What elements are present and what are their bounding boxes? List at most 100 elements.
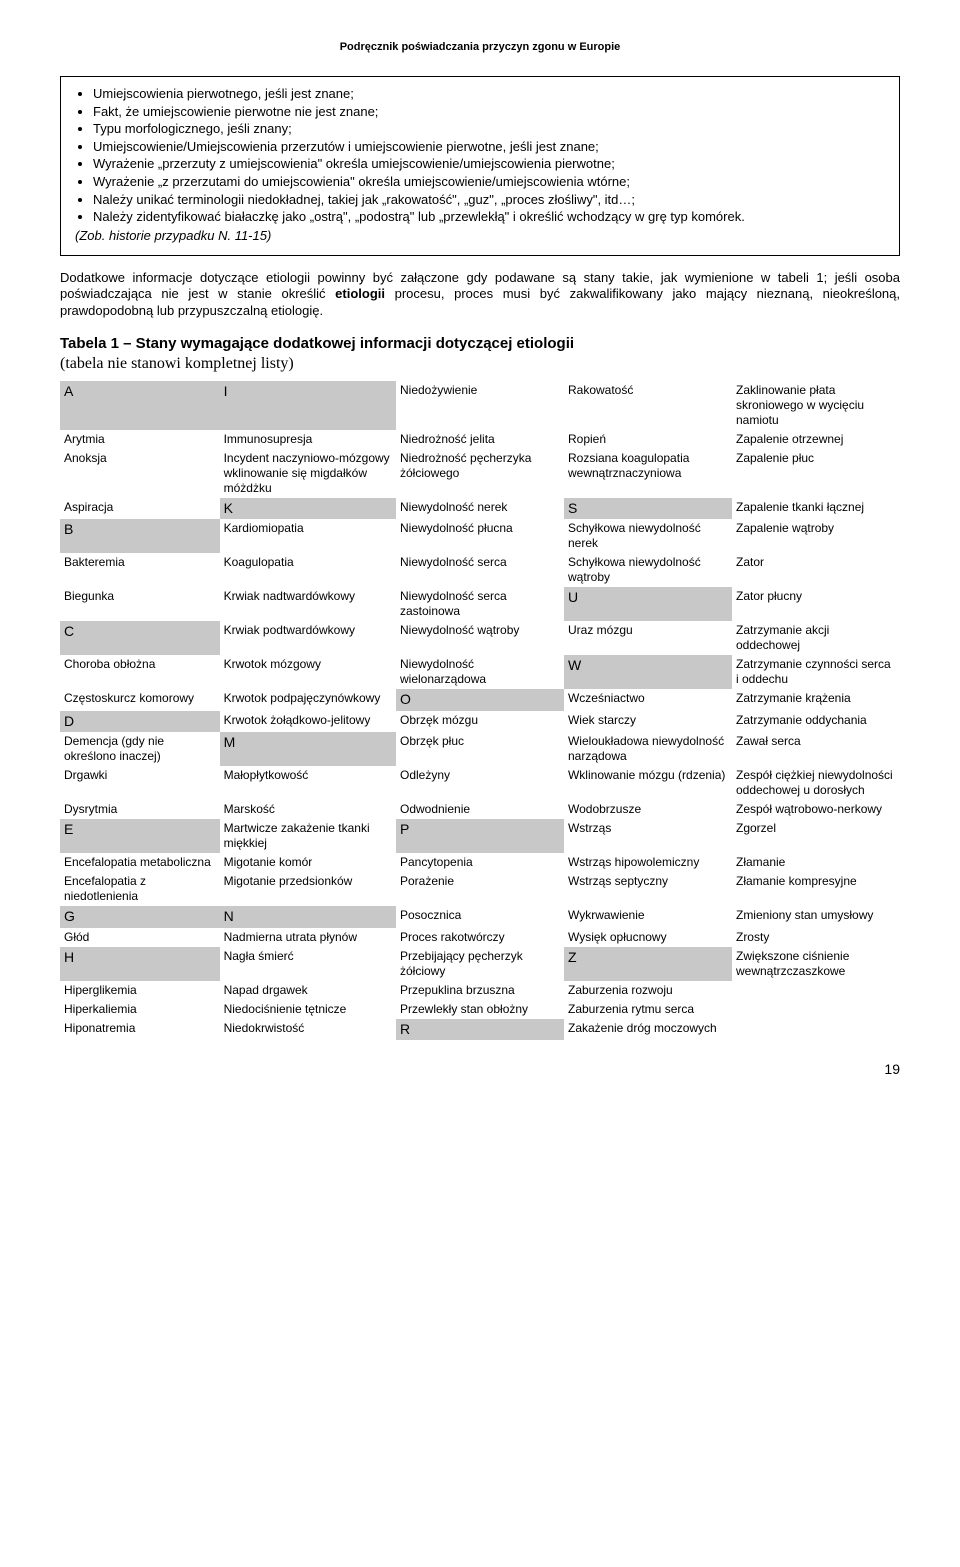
- table-cell: B: [60, 519, 220, 553]
- table-cell: Immunosupresja: [220, 430, 396, 449]
- table-row: DysrytmiaMarskośćOdwodnienieWodobrzuszeZ…: [60, 800, 900, 819]
- table-cell: Niewydolność serca zastoinowa: [396, 587, 564, 621]
- table-cell: Zespół ciężkiej niewydolności oddechowej…: [732, 766, 900, 800]
- table-row: HiperkaliemiaNiedociśnienie tętniczePrze…: [60, 1000, 900, 1019]
- table-row: DKrwotok żołądkowo-jelitowyObrzęk mózguW…: [60, 711, 900, 733]
- table-cell: G: [60, 906, 220, 928]
- note-suffix: ): [267, 228, 271, 243]
- table-cell: Wklinowanie mózgu (rdzenia): [564, 766, 732, 800]
- table-cell: Dysrytmia: [60, 800, 220, 819]
- table-row: AINiedożywienieRakowatośćZaklinowanie pł…: [60, 381, 900, 430]
- table-cell: U: [564, 587, 732, 621]
- table-cell: Drgawki: [60, 766, 220, 800]
- table-cell: Hiponatremia: [60, 1019, 220, 1041]
- table-cell: Migotanie komór: [220, 853, 396, 872]
- table-cell: Zaburzenia rytmu serca: [564, 1000, 732, 1019]
- table-cell: Encefalopatia metaboliczna: [60, 853, 220, 872]
- table-cell: Zatrzymanie czynności serca i oddechu: [732, 655, 900, 689]
- table-cell: Częstoskurcz komorowy: [60, 689, 220, 711]
- table-cell: Incydent naczyniowo-mózgowy wklinowanie …: [220, 449, 396, 498]
- table-row: CKrwiak podtwardówkowyNiewydolność wątro…: [60, 621, 900, 655]
- table-cell: Napad drgawek: [220, 981, 396, 1000]
- bullet-item: Wyrażenie „z przerzutami do umiejscowien…: [93, 173, 885, 191]
- table-cell: Z: [564, 947, 732, 981]
- table-cell: Krwotok podpajęczynówkowy: [220, 689, 396, 711]
- table-row: ArytmiaImmunosupresjaNiedrożność jelitaR…: [60, 430, 900, 449]
- table-cell: Krwotok mózgowy: [220, 655, 396, 689]
- table-cell: S: [564, 498, 732, 520]
- table-cell: Krwotok żołądkowo-jelitowy: [220, 711, 396, 733]
- table-cell: Krwiak nadtwardówkowy: [220, 587, 396, 621]
- table-row: HNagła śmierćPrzebijający pęcherzyk żółc…: [60, 947, 900, 981]
- bullet-item: Umiejscowienie/Umiejscowienia przerzutów…: [93, 138, 885, 156]
- table-cell: [732, 1000, 900, 1019]
- table-title: Tabela 1 – Stany wymagające dodatkowej i…: [60, 334, 900, 354]
- table-cell: K: [220, 498, 396, 520]
- table-cell: Zapalenie wątroby: [732, 519, 900, 553]
- table-cell: Zgorzel: [732, 819, 900, 853]
- bullet-item: Typu morfologicznego, jeśli znany;: [93, 120, 885, 138]
- table-cell: Złamanie kompresyjne: [732, 872, 900, 906]
- table-cell: Zatrzymanie oddychania: [732, 711, 900, 733]
- table-cell: Zakażenie dróg moczowych: [564, 1019, 732, 1041]
- table-cell: Zawał serca: [732, 732, 900, 766]
- table-cell: Zapalenie tkanki łącznej: [732, 498, 900, 520]
- table-row: Choroba obłożnaKrwotok mózgowyNiewydolno…: [60, 655, 900, 689]
- table-cell: I: [220, 381, 396, 430]
- table-cell: W: [564, 655, 732, 689]
- table-cell: Nadmierna utrata płynów: [220, 928, 396, 947]
- page-header: Podręcznik poświadczania przyczyn zgonu …: [60, 40, 900, 54]
- table-cell: Zator: [732, 553, 900, 587]
- table-cell: Porażenie: [396, 872, 564, 906]
- table-row: AspiracjaKNiewydolność nerekSZapalenie t…: [60, 498, 900, 520]
- table-cell: Niewydolność serca: [396, 553, 564, 587]
- table-cell: Zator płucny: [732, 587, 900, 621]
- table-cell: Choroba obłożna: [60, 655, 220, 689]
- table-cell: Biegunka: [60, 587, 220, 621]
- table-cell: Przewlekły stan obłożny: [396, 1000, 564, 1019]
- table-row: HiperglikemiaNapad drgawekPrzepuklina br…: [60, 981, 900, 1000]
- bullet-item: Wyrażenie „przerzuty z umiejscowienia" o…: [93, 155, 885, 173]
- table-cell: Przepuklina brzuszna: [396, 981, 564, 1000]
- table-cell: Zespół wątrobowo-nerkowy: [732, 800, 900, 819]
- table-cell: Zapalenie otrzewnej: [732, 430, 900, 449]
- table-row: GNPosocznicaWykrwawienieZmieniony stan u…: [60, 906, 900, 928]
- table-cell: E: [60, 819, 220, 853]
- table-row: BKardiomiopatiaNiewydolność płucnaSchyłk…: [60, 519, 900, 553]
- table-cell: Niedokrwistość: [220, 1019, 396, 1041]
- table-cell: Hiperglikemia: [60, 981, 220, 1000]
- table-cell: Niewydolność wielonarządowa: [396, 655, 564, 689]
- table-cell: N: [220, 906, 396, 928]
- table-cell: Uraz mózgu: [564, 621, 732, 655]
- table-cell: Głód: [60, 928, 220, 947]
- table-cell: R: [396, 1019, 564, 1041]
- table-cell: D: [60, 711, 220, 733]
- table-cell: Marskość: [220, 800, 396, 819]
- table-cell: Posocznica: [396, 906, 564, 928]
- table-row: Encefalopatia z niedotlenieniaMigotanie …: [60, 872, 900, 906]
- table-row: EMartwicze zakażenie tkanki miękkiejPWst…: [60, 819, 900, 853]
- table-cell: Martwicze zakażenie tkanki miękkiej: [220, 819, 396, 853]
- table-cell: Obrzęk mózgu: [396, 711, 564, 733]
- table-row: DrgawkiMałopłytkowośćOdleżynyWklinowanie…: [60, 766, 900, 800]
- table-row: BiegunkaKrwiak nadtwardówkowyNiewydolnoś…: [60, 587, 900, 621]
- intro-paragraph: Dodatkowe informacje dotyczące etiologii…: [60, 270, 900, 321]
- table-cell: Niewydolność nerek: [396, 498, 564, 520]
- table-cell: Obrzęk płuc: [396, 732, 564, 766]
- bullet-item: Należy unikać terminologii niedokładnej,…: [93, 191, 885, 209]
- table-cell: M: [220, 732, 396, 766]
- table-cell: Niewydolność płucna: [396, 519, 564, 553]
- table-cell: Wiek starczy: [564, 711, 732, 733]
- table-cell: Zrosty: [732, 928, 900, 947]
- table-cell: Zatrzymanie krążenia: [732, 689, 900, 711]
- para-bold: etiologii: [335, 286, 385, 301]
- table-cell: Przebijający pęcherzyk żółciowy: [396, 947, 564, 981]
- page-number: 19: [60, 1060, 900, 1078]
- table-cell: A: [60, 381, 220, 430]
- conditions-table: AINiedożywienieRakowatośćZaklinowanie pł…: [60, 381, 900, 1041]
- table-cell: Bakteremia: [60, 553, 220, 587]
- table-cell: Demencja (gdy nie określono inaczej): [60, 732, 220, 766]
- note-line: (Zob. historie przypadku N. 11-15): [75, 228, 885, 245]
- note-italic: historie przypadku N. 11-15: [109, 228, 267, 243]
- table-row: GłódNadmierna utrata płynówProces rakotw…: [60, 928, 900, 947]
